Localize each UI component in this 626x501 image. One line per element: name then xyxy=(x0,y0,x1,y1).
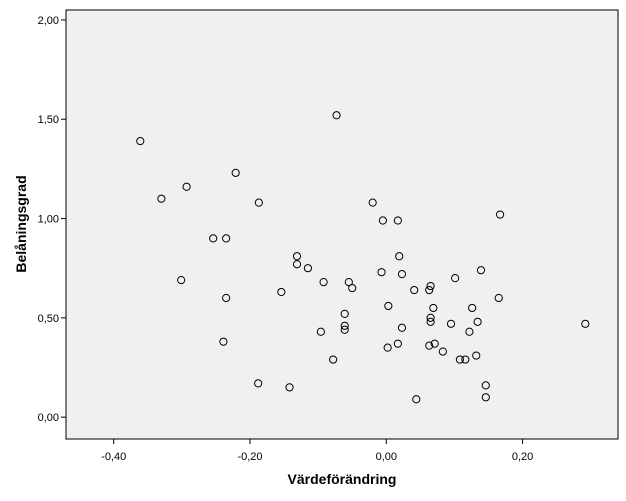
data-point xyxy=(340,309,349,318)
data-point xyxy=(292,252,302,261)
data-point xyxy=(426,281,435,291)
x-tick-label: 0,00 xyxy=(376,451,397,463)
y-tick-label: 1,50 xyxy=(38,114,59,126)
data-point xyxy=(285,383,294,392)
data-point xyxy=(455,355,464,364)
data-point xyxy=(329,355,338,364)
data-point xyxy=(397,270,407,279)
data-point xyxy=(425,341,434,350)
data-point xyxy=(410,285,419,295)
data-point xyxy=(461,355,470,364)
data-point xyxy=(368,198,377,207)
data-point xyxy=(430,339,439,348)
data-point xyxy=(481,381,490,390)
data-point xyxy=(438,347,447,356)
data-point xyxy=(219,337,228,346)
data-point xyxy=(412,395,421,404)
data-point xyxy=(494,293,503,303)
data-point xyxy=(292,260,302,269)
data-point xyxy=(332,111,341,120)
data-point xyxy=(209,234,218,243)
data-point xyxy=(222,293,231,303)
data-point xyxy=(397,323,407,332)
data-point xyxy=(393,339,402,348)
data-point xyxy=(303,264,313,273)
y-tick-label: 0,50 xyxy=(38,313,59,325)
data-point xyxy=(277,287,286,297)
y-tick-label: 0,00 xyxy=(38,412,59,424)
data-point xyxy=(344,277,353,287)
data-point xyxy=(476,266,486,275)
data-point xyxy=(472,351,481,360)
data-point xyxy=(182,182,191,191)
data-point xyxy=(383,343,392,352)
data-point xyxy=(426,317,435,326)
data-point xyxy=(340,321,349,330)
data-point xyxy=(136,136,145,146)
data-point xyxy=(319,277,328,287)
data-point xyxy=(446,319,456,328)
data-point xyxy=(426,313,435,322)
data-point xyxy=(378,216,387,225)
data-point xyxy=(429,303,438,313)
data-point xyxy=(340,325,349,334)
data-point xyxy=(384,301,393,311)
data-point xyxy=(177,276,186,285)
plot-area xyxy=(65,9,619,440)
data-point xyxy=(348,283,357,293)
data-point xyxy=(316,327,325,336)
data-point xyxy=(465,327,474,336)
data-point xyxy=(425,285,434,295)
data-point xyxy=(496,210,505,219)
y-axis-title: Belåningsgrad xyxy=(13,175,29,272)
data-point xyxy=(222,234,231,243)
data-point xyxy=(393,216,402,225)
data-point xyxy=(481,393,490,402)
data-point xyxy=(231,168,240,177)
x-tick-label: 0,20 xyxy=(512,451,533,463)
y-tick-label: 1,00 xyxy=(38,214,59,226)
x-tick-label: -0,40 xyxy=(101,451,126,463)
data-point xyxy=(581,319,590,328)
y-axis-ticks: 0,00 0,50 1,00 1,50 2,00 xyxy=(38,15,66,424)
data-point xyxy=(468,303,477,313)
data-point xyxy=(395,252,404,261)
data-point xyxy=(451,274,460,283)
data-point xyxy=(254,198,263,207)
x-axis-ticks: -0,40 -0,20 0,00 0,20 xyxy=(101,439,533,463)
data-points xyxy=(136,111,590,404)
data-point xyxy=(254,379,263,388)
data-point xyxy=(473,317,482,326)
data-point xyxy=(377,268,386,277)
data-point xyxy=(157,194,166,203)
x-axis-title: Värdeförändring xyxy=(288,471,397,487)
y-tick-label: 2,00 xyxy=(38,15,59,27)
x-tick-label: -0,20 xyxy=(237,451,262,463)
